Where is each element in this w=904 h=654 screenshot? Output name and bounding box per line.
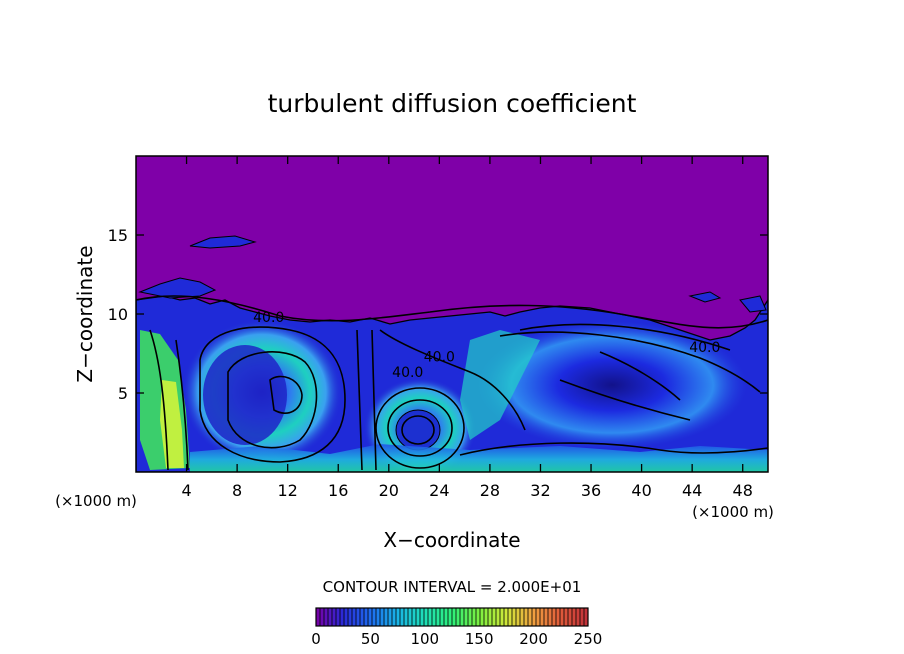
x-tick-label: 4 xyxy=(181,481,191,500)
eddy-left-core xyxy=(203,345,287,445)
x-tick-label: 8 xyxy=(232,481,242,500)
eddy-mid-band xyxy=(460,330,540,440)
x-tick-label: 20 xyxy=(379,481,399,500)
contour-interval-label: CONTOUR INTERVAL = 2.000E+01 xyxy=(323,578,582,596)
x-tick-label: 16 xyxy=(328,481,348,500)
colorbar-tick-label: 200 xyxy=(519,630,548,648)
plot-area: 40.040.040.040.0 xyxy=(135,155,769,473)
y-tick-label: 10 xyxy=(108,305,128,324)
colorbar-tick-label: 250 xyxy=(574,630,603,648)
x-unit-right: (×1000 m) xyxy=(692,503,774,521)
contour-lines xyxy=(136,295,768,471)
contour-value-label: 40.0 xyxy=(689,340,720,356)
x-tick-label: 36 xyxy=(581,481,601,500)
contour-value-label: 40.0 xyxy=(392,365,423,381)
colorbar-tick-label: 150 xyxy=(465,630,494,648)
y-tick-label: 15 xyxy=(108,226,128,245)
x-tick-label: 32 xyxy=(530,481,550,500)
x-tick-label: 24 xyxy=(429,481,449,500)
contour-labels: 40.040.040.040.0 xyxy=(253,310,720,381)
contour-value-label: 40.0 xyxy=(253,310,284,326)
upper-fragments xyxy=(138,235,767,313)
x-tick-label: 40 xyxy=(631,481,651,500)
colorbar-tick-label: 0 xyxy=(311,630,321,648)
x-tick-label: 12 xyxy=(278,481,298,500)
peak-mixing-left xyxy=(160,380,184,468)
colorbar-tick-label: 50 xyxy=(361,630,380,648)
contour-value-label: 40.0 xyxy=(424,349,455,365)
ground-layer xyxy=(190,444,768,472)
chart-title: turbulent diffusion coefficient xyxy=(268,89,637,118)
x-unit-left: (×1000 m) xyxy=(55,492,137,510)
y-axis-label: Z−coordinate xyxy=(73,245,97,382)
colorbar-tick-label: 100 xyxy=(410,630,439,648)
x-axis: 4 8 12 16 20 24 28 32 36 40 44 48 xyxy=(181,156,753,500)
y-axis: 5 10 15 xyxy=(108,226,768,403)
x-axis-label: X−coordinate xyxy=(383,528,520,552)
colorbar-frame xyxy=(315,607,589,627)
x-tick-label: 28 xyxy=(480,481,500,500)
y-tick-label: 5 xyxy=(118,384,128,403)
colorbar: 0 50 100 150 200 250 xyxy=(311,607,603,648)
x-tick-label: 48 xyxy=(733,481,753,500)
x-tick-label: 44 xyxy=(682,481,702,500)
